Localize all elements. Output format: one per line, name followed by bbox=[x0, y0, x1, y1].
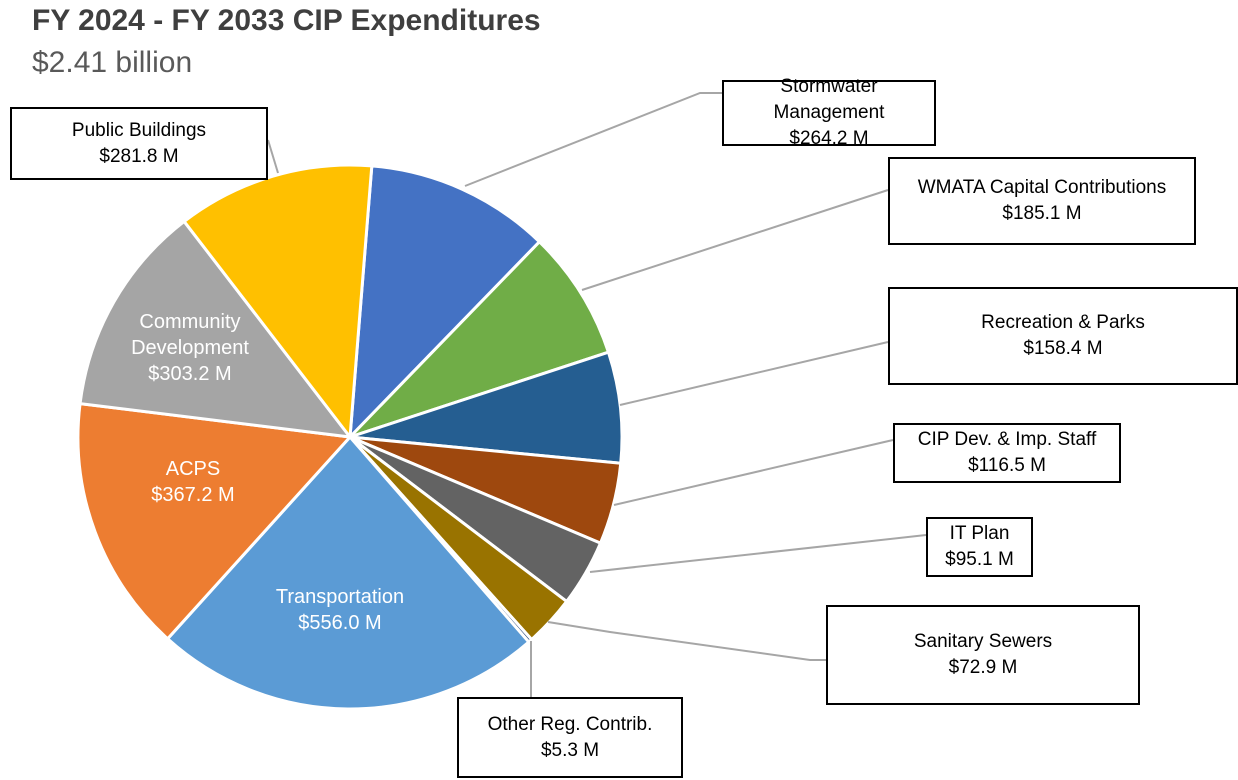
value-label: $264.2 M bbox=[789, 128, 869, 149]
category-label: Sanitary Sewers bbox=[913, 631, 1053, 652]
category-label: Community Development bbox=[131, 311, 249, 359]
value-label: $95.1 M bbox=[945, 549, 1014, 570]
pie-slice bbox=[166, 435, 531, 711]
category-label: CIP Dev. & Imp. Staff bbox=[917, 429, 1097, 450]
leader-line bbox=[613, 439, 894, 506]
category-label: Recreation & Parks bbox=[981, 312, 1145, 333]
value-label: $185.1 M bbox=[1002, 203, 1082, 224]
slice-label: Transportation $556.0 M bbox=[240, 584, 440, 636]
value-label: $72.9 M bbox=[948, 657, 1018, 678]
chart-subtitle: $2.41 billion bbox=[32, 46, 193, 79]
value-label: $281.8 M bbox=[99, 145, 179, 167]
callout-box: Sanitary Sewers $72.9 M bbox=[826, 605, 1140, 705]
category-label: WMATA Capital Contributions bbox=[917, 177, 1167, 198]
pie-slice bbox=[348, 350, 624, 465]
category-label: Public Buildings bbox=[71, 119, 207, 141]
category-label: ACPS bbox=[165, 458, 221, 480]
value-label: $367.2 M bbox=[151, 484, 235, 506]
callout-box: Recreation & Parks $158.4 M bbox=[888, 287, 1238, 385]
leader-line bbox=[589, 534, 927, 573]
category-label: Other Reg. Contrib. bbox=[487, 713, 653, 735]
callout-box: WMATA Capital Contributions $185.1 M bbox=[888, 157, 1196, 245]
pie-slice bbox=[182, 163, 374, 439]
category-label: Transportation bbox=[275, 586, 405, 608]
pie-slice bbox=[76, 402, 352, 641]
slice-label: ACPS $367.2 M bbox=[93, 456, 293, 508]
value-label: $116.5 M bbox=[968, 455, 1046, 476]
category-label: IT Plan bbox=[949, 523, 1010, 544]
callout-box: Stormwater Management $264.2 M bbox=[722, 76, 936, 149]
value-label: $303.2 M bbox=[148, 363, 232, 385]
pie-slice bbox=[78, 219, 352, 439]
callout-box: Public Buildings $281.8 M bbox=[10, 107, 268, 180]
category-label: Stormwater Management bbox=[773, 76, 885, 123]
callout-box: Other Reg. Contrib. $5.3 M bbox=[457, 697, 683, 778]
slice-label: Community Development $303.2 M bbox=[120, 309, 260, 387]
leader-line bbox=[547, 621, 826, 661]
chart-title: FY 2024 - FY 2033 CIP Expenditures bbox=[32, 4, 541, 37]
callout-box: IT Plan $95.1 M bbox=[926, 517, 1033, 577]
pie-slice bbox=[348, 164, 541, 439]
leader-line bbox=[581, 189, 889, 291]
value-label: $158.4 M bbox=[1023, 338, 1103, 359]
pie-slice bbox=[348, 240, 610, 439]
leader-line bbox=[619, 341, 889, 406]
value-label: $556.0 M bbox=[298, 612, 382, 634]
value-label: $5.3 M bbox=[540, 739, 600, 761]
leader-line bbox=[464, 92, 722, 187]
leader-line bbox=[267, 139, 279, 174]
callout-box: CIP Dev. & Imp. Staff $116.5 M bbox=[893, 423, 1121, 483]
